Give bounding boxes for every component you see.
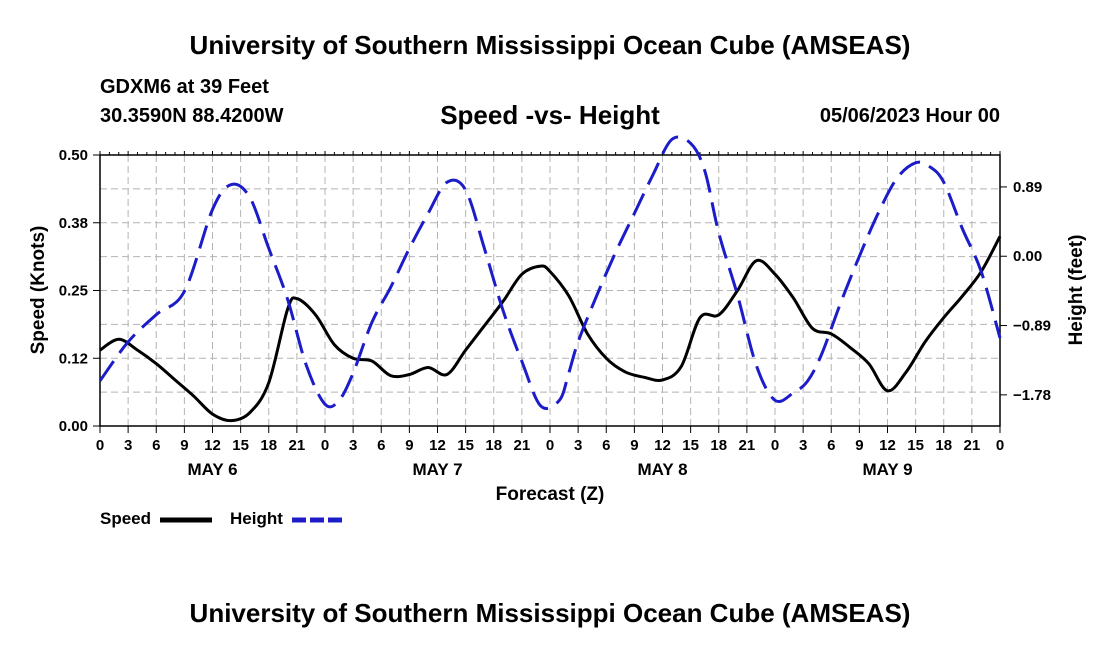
x-tick-label: 9: [630, 437, 638, 454]
x-tick-label: 9: [405, 437, 413, 454]
x-tick-label: 3: [574, 437, 582, 454]
series-group: [98, 135, 1002, 423]
day-label: MAY 9: [862, 460, 912, 479]
y-left-tick-label: 0.00: [59, 418, 88, 435]
series-line-height: [98, 135, 1002, 410]
x-tick-label: 12: [879, 437, 896, 454]
x-axis-label: Forecast (Z): [496, 484, 605, 505]
y-right-tick-label: −0.89: [1013, 318, 1051, 335]
y-left-tick-label: 0.25: [59, 283, 88, 300]
footer-title: University of Southern Mississippi Ocean…: [189, 598, 911, 628]
main-title: University of Southern Mississippi Ocean…: [189, 30, 911, 60]
x-tick-label: 18: [710, 437, 727, 454]
x-tick-label: 15: [907, 437, 924, 454]
station-label: GDXM6 at 39 Feet: [100, 76, 269, 98]
x-tick-label: 0: [996, 437, 1004, 454]
x-tick-label: 6: [377, 437, 385, 454]
grid-lines: [100, 155, 1000, 426]
x-tick-label: 0: [771, 437, 779, 454]
x-tick-label: 12: [204, 437, 221, 454]
day-label: MAY 8: [637, 460, 687, 479]
y-right-tick-label: −1.78: [1013, 387, 1051, 404]
chart-subtitle: Speed -vs- Height: [440, 100, 660, 130]
x-tick-label: 18: [260, 437, 277, 454]
forecast-datetime: 05/06/2023 Hour 00: [819, 105, 1000, 127]
x-tick-label: 18: [485, 437, 502, 454]
coordinates-label: 30.3590N 88.4200W: [100, 105, 284, 127]
y-right-tick-label: 0.89: [1013, 179, 1042, 196]
x-tick-label: 6: [827, 437, 835, 454]
y-right-tick-label: 0.00: [1013, 248, 1042, 265]
y-left-tick-label: 0.38: [59, 215, 88, 232]
x-tick-label: 21: [964, 437, 981, 454]
legend-speed-label: Speed: [100, 509, 152, 528]
y-left-tick-label: 0.12: [59, 350, 88, 367]
x-tick-label: 6: [152, 437, 160, 454]
x-tick-label: 0: [546, 437, 554, 454]
day-label: MAY 6: [187, 460, 237, 479]
x-tick-label: 12: [654, 437, 671, 454]
series-line-speed: [99, 235, 1002, 423]
y-right-axis-label: Height (feet): [1066, 235, 1087, 346]
x-tick-label: 3: [124, 437, 132, 454]
x-tick-label: 6: [602, 437, 610, 454]
x-tick-label: 9: [855, 437, 863, 454]
y-left-axis-label: Speed (Knots): [28, 226, 49, 355]
axis-labels: 0 3 6 9 12 15 18 21 0 3 6 9 12 15 18 21 0 3 6 9 12 15 18 21 0 3 6 9…: [28, 147, 1087, 505]
x-tick-label: 21: [514, 437, 531, 454]
x-tick-label: 0: [321, 437, 329, 454]
x-tick-label: 15: [232, 437, 249, 454]
x-tick-label: 15: [457, 437, 474, 454]
x-tick-label: 3: [799, 437, 807, 454]
x-tick-label: 3: [349, 437, 357, 454]
x-tick-label: 12: [429, 437, 446, 454]
legend-height-label: Height: [230, 509, 283, 528]
y-left-tick-label: 0.50: [59, 147, 88, 164]
x-tick-label: 15: [682, 437, 699, 454]
x-tick-label: 18: [935, 437, 952, 454]
axis-ticks: [93, 151, 1007, 433]
x-tick-label: 0: [96, 437, 104, 454]
day-label: MAY 7: [412, 460, 462, 479]
x-tick-label: 21: [289, 437, 306, 454]
x-tick-label: 9: [180, 437, 188, 454]
x-tick-label: 21: [739, 437, 756, 454]
